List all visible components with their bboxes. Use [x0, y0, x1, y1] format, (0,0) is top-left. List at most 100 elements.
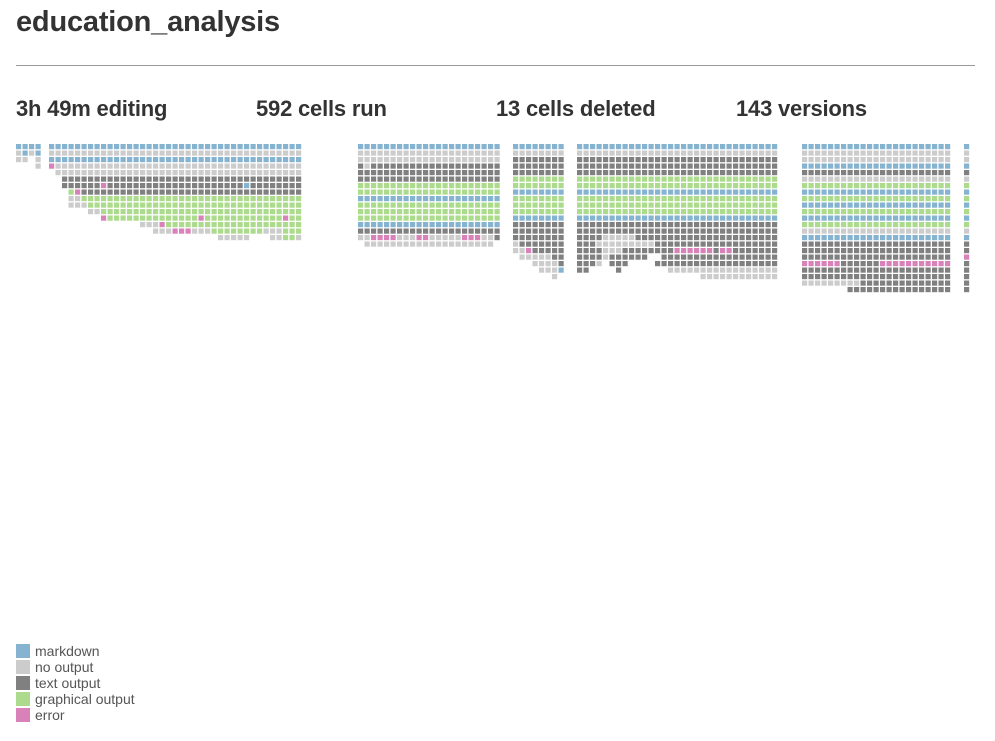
cell-text-output — [513, 222, 519, 228]
cell-markdown — [834, 215, 840, 221]
cell-markdown — [860, 144, 866, 150]
cell-no-output — [746, 274, 752, 280]
cell-no-output — [642, 241, 648, 247]
cell-text-output — [752, 241, 758, 247]
cell-graphical-output — [296, 215, 302, 221]
cell-text-output — [886, 254, 892, 260]
cell-text-output — [289, 176, 295, 182]
cell-text-output — [475, 163, 481, 169]
cell-graphical-output — [488, 183, 494, 189]
cell-markdown — [932, 202, 938, 208]
cell-no-output — [539, 267, 545, 273]
cell-no-output — [694, 150, 700, 156]
cell-text-output — [925, 170, 931, 176]
cell-graphical-output — [276, 222, 282, 228]
cell-text-output — [545, 157, 551, 163]
cell-text-output — [416, 228, 422, 234]
cell-markdown — [583, 144, 589, 150]
cell-text-output — [772, 261, 778, 267]
cell-no-output — [616, 241, 622, 247]
cell-no-output — [847, 176, 853, 182]
cell-text-output — [429, 176, 435, 182]
cell-markdown — [919, 189, 925, 195]
cell-no-output — [198, 228, 204, 234]
cell-text-output — [808, 248, 814, 254]
cell-markdown — [938, 189, 944, 195]
cell-no-output — [364, 157, 370, 163]
cell-graphical-output — [153, 202, 159, 208]
cell-no-output — [218, 150, 224, 156]
cell-graphical-output — [841, 209, 847, 215]
cell-no-output — [964, 150, 970, 156]
cell-markdown — [739, 215, 745, 221]
cell-graphical-output — [81, 196, 87, 202]
cell-no-output — [455, 241, 461, 247]
cell-markdown — [296, 144, 302, 150]
cell-no-output — [739, 150, 745, 156]
cell-no-output — [938, 157, 944, 163]
cell-text-output — [107, 189, 113, 195]
cell-text-output — [494, 235, 500, 241]
cell-no-output — [609, 241, 615, 247]
cell-text-output — [707, 170, 713, 176]
cell-text-output — [231, 183, 237, 189]
cell-text-output — [700, 254, 706, 260]
cell-text-output — [694, 228, 700, 234]
cell-graphical-output — [403, 209, 409, 215]
cell-text-output — [513, 157, 519, 163]
cell-markdown — [834, 163, 840, 169]
cell-text-output — [596, 254, 602, 260]
versions-stat: 143 versions — [736, 96, 867, 121]
cell-text-output — [179, 183, 185, 189]
cell-text-output — [609, 261, 615, 267]
cell-markdown — [192, 157, 198, 163]
cell-graphical-output — [192, 196, 198, 202]
cell-error — [75, 189, 81, 195]
cell-text-output — [802, 267, 808, 273]
cell-graphical-output — [802, 196, 808, 202]
cell-markdown — [558, 144, 564, 150]
cell-text-output — [713, 170, 719, 176]
cell-graphical-output — [358, 209, 364, 215]
cell-text-output — [759, 163, 765, 169]
cell-text-output — [185, 183, 191, 189]
cell-no-output — [847, 280, 853, 286]
cell-text-output — [153, 189, 159, 195]
cell-text-output — [655, 235, 661, 241]
cell-markdown — [886, 163, 892, 169]
cell-text-output — [893, 267, 899, 273]
cell-graphical-output — [244, 196, 250, 202]
cell-no-output — [263, 150, 269, 156]
cell-no-output — [107, 170, 113, 176]
cell-graphical-output — [224, 222, 230, 228]
cell-text-output — [371, 176, 377, 182]
cell-markdown — [390, 144, 396, 150]
cell-no-output — [841, 280, 847, 286]
cell-no-output — [552, 261, 558, 267]
cell-no-output — [68, 170, 74, 176]
cell-text-output — [159, 183, 165, 189]
cell-markdown — [218, 144, 224, 150]
cell-text-output — [403, 228, 409, 234]
cell-text-output — [364, 176, 370, 182]
cell-text-output — [140, 189, 146, 195]
cell-markdown — [912, 163, 918, 169]
cell-text-output — [733, 228, 739, 234]
cell-no-output — [545, 261, 551, 267]
cell-no-output — [834, 280, 840, 286]
cell-text-output — [462, 228, 468, 234]
cell-graphical-output — [442, 215, 448, 221]
cell-no-output — [609, 150, 615, 156]
cell-no-output — [211, 163, 217, 169]
cell-markdown — [172, 157, 178, 163]
cell-markdown — [860, 163, 866, 169]
cell-markdown — [231, 157, 237, 163]
cell-markdown — [481, 144, 487, 150]
cell-graphical-output — [648, 202, 654, 208]
cell-markdown — [133, 157, 139, 163]
cell-no-output — [616, 248, 622, 254]
cell-markdown — [371, 222, 377, 228]
cell-graphical-output — [880, 196, 886, 202]
cell-markdown — [609, 189, 615, 195]
